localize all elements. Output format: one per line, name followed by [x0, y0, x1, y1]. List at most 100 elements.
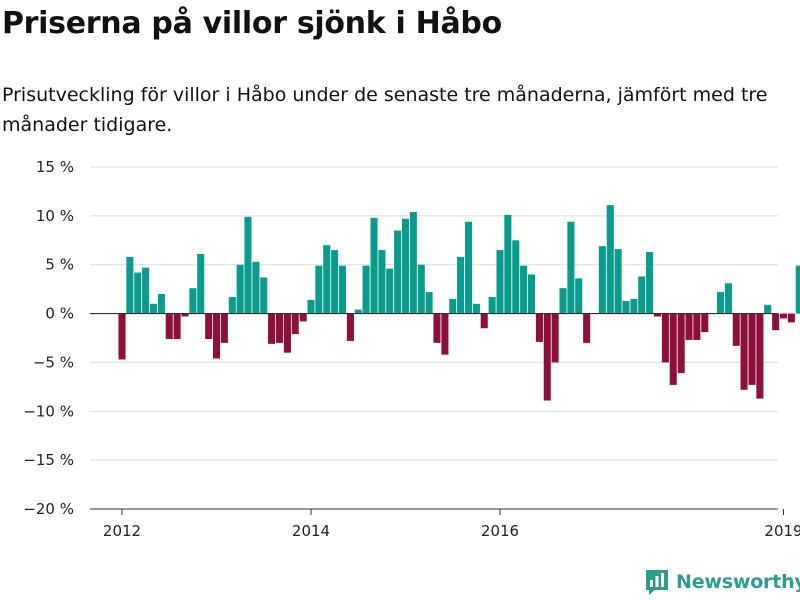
bar: [197, 253, 205, 314]
bar: [464, 221, 473, 314]
bar: [291, 313, 299, 335]
bar: [535, 313, 543, 342]
bar: [583, 313, 591, 343]
bar: [716, 292, 725, 314]
bar: [283, 313, 291, 353]
y-tick-label: 15 %: [36, 158, 74, 176]
bar: [173, 313, 181, 339]
bar: [157, 294, 165, 314]
bar: [346, 313, 354, 341]
bar: [205, 313, 213, 339]
y-tick-label: 10 %: [36, 207, 74, 225]
bar: [181, 313, 189, 317]
bar: [669, 313, 677, 385]
bar: [425, 292, 433, 314]
bar: [118, 313, 126, 360]
bar: [551, 313, 559, 363]
bar: [693, 313, 701, 340]
y-tick-label: −10 %: [23, 402, 74, 420]
bar: [323, 245, 331, 314]
x-axis: 2012201420162019202120232025: [90, 508, 800, 540]
bar: [567, 221, 575, 314]
bar: [441, 313, 449, 355]
bar: [362, 265, 370, 314]
bar: [480, 313, 488, 329]
bar: [732, 313, 740, 346]
bar: [338, 265, 347, 314]
brand-name: Newsworthy: [676, 571, 800, 593]
newsworthy-logo-icon: [646, 570, 668, 595]
bar: [496, 250, 504, 314]
bar: [504, 214, 512, 314]
brand-logo: Newsworthy: [644, 568, 800, 596]
y-tick-label: 5 %: [45, 256, 74, 274]
bar: [740, 313, 748, 390]
bar: [370, 217, 378, 314]
bar: [795, 265, 800, 314]
bar: [252, 261, 260, 314]
bar: [543, 313, 551, 401]
bar: [527, 274, 536, 314]
bar: [275, 313, 284, 343]
bar: [228, 296, 236, 314]
bar: [457, 256, 465, 314]
bar: [638, 276, 646, 314]
bar: [354, 309, 362, 314]
bar: [685, 313, 693, 340]
y-axis: 15 % 10 % 5 % 0 % −5 % −10 % −15 % −20 %: [23, 158, 74, 518]
bars: [118, 205, 800, 401]
bar-chart: 15 % 10 % 5 % 0 % −5 % −10 % −15 % −20 % 2012 20…: [23, 158, 800, 540]
bar: [220, 313, 228, 343]
bar: [212, 313, 221, 359]
bar: [575, 278, 583, 314]
bar: [606, 205, 614, 314]
y-tick-label: −20 %: [23, 500, 74, 518]
bar: [299, 313, 307, 322]
bar: [417, 264, 425, 314]
bar: [630, 298, 638, 314]
bar: [268, 313, 276, 344]
bar: [614, 249, 622, 314]
x-tick-label: 2019: [764, 522, 800, 540]
bar: [394, 230, 402, 314]
bar: [772, 313, 780, 331]
bar: [512, 240, 520, 314]
bar: [307, 299, 315, 314]
bar: [331, 250, 339, 314]
bar: [756, 313, 764, 399]
x-tick-label: 2012: [103, 522, 141, 540]
x-tick-label: 2016: [481, 522, 519, 540]
bar: [701, 313, 709, 333]
bar: [559, 288, 567, 314]
bar: [386, 268, 394, 314]
bar: [378, 250, 386, 314]
y-tick-label: 0 %: [45, 305, 74, 323]
bar: [724, 283, 732, 314]
bar: [189, 288, 197, 314]
bar: [622, 300, 630, 314]
bar: [653, 313, 662, 317]
bar: [520, 265, 528, 314]
bar: [661, 313, 669, 363]
y-tick-label: −15 %: [23, 451, 74, 469]
bar: [149, 303, 158, 314]
bar: [677, 313, 685, 374]
bar: [779, 313, 788, 319]
bar: [126, 256, 134, 314]
x-tick-label: 2014: [292, 522, 330, 540]
bar: [598, 246, 606, 314]
bar: [142, 267, 150, 314]
bar: [236, 264, 244, 314]
bar: [409, 211, 417, 314]
bar: [433, 313, 441, 343]
y-tick-label: −5 %: [33, 353, 74, 371]
chart-subtitle: Prisutveckling för villor i Håbo under d…: [2, 84, 768, 136]
bar: [260, 277, 268, 314]
bar: [748, 313, 756, 385]
bar: [401, 218, 410, 314]
bar: [646, 252, 654, 314]
bar: [244, 216, 252, 314]
bar: [449, 298, 457, 314]
bar: [134, 272, 142, 314]
bar: [764, 304, 772, 314]
